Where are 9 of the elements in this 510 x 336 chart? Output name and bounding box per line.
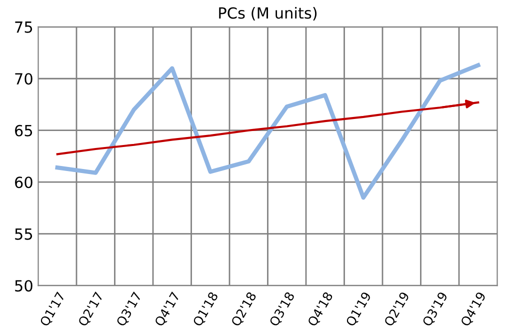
y-tick-label: 70 [15, 73, 32, 85]
line-series [56, 101, 480, 156]
y-tick-label: 50 [15, 280, 32, 292]
y-tick-label: 55 [15, 228, 32, 240]
y-tick-label: 60 [15, 176, 32, 188]
chart-title: PCs (M units) [219, 6, 317, 21]
y-tick-label: 65 [15, 124, 32, 136]
line-series [55, 63, 480, 200]
y-tick-label: 75 [15, 22, 32, 33]
